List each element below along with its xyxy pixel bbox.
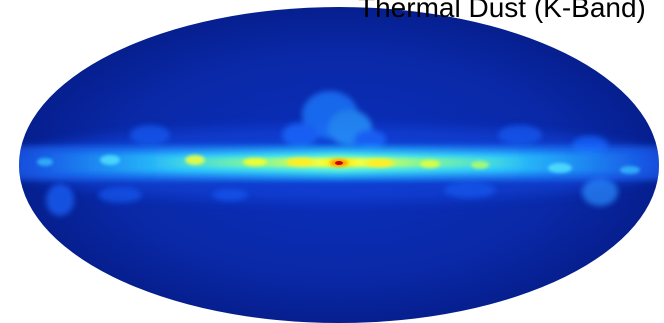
map-title: Thermal Dust (K-Band): [358, 0, 646, 23]
band-knots: [37, 155, 640, 174]
dust-clouds-south: [46, 178, 618, 216]
dust-clouds-north: [130, 91, 608, 154]
galactic-center-red: [335, 161, 343, 165]
